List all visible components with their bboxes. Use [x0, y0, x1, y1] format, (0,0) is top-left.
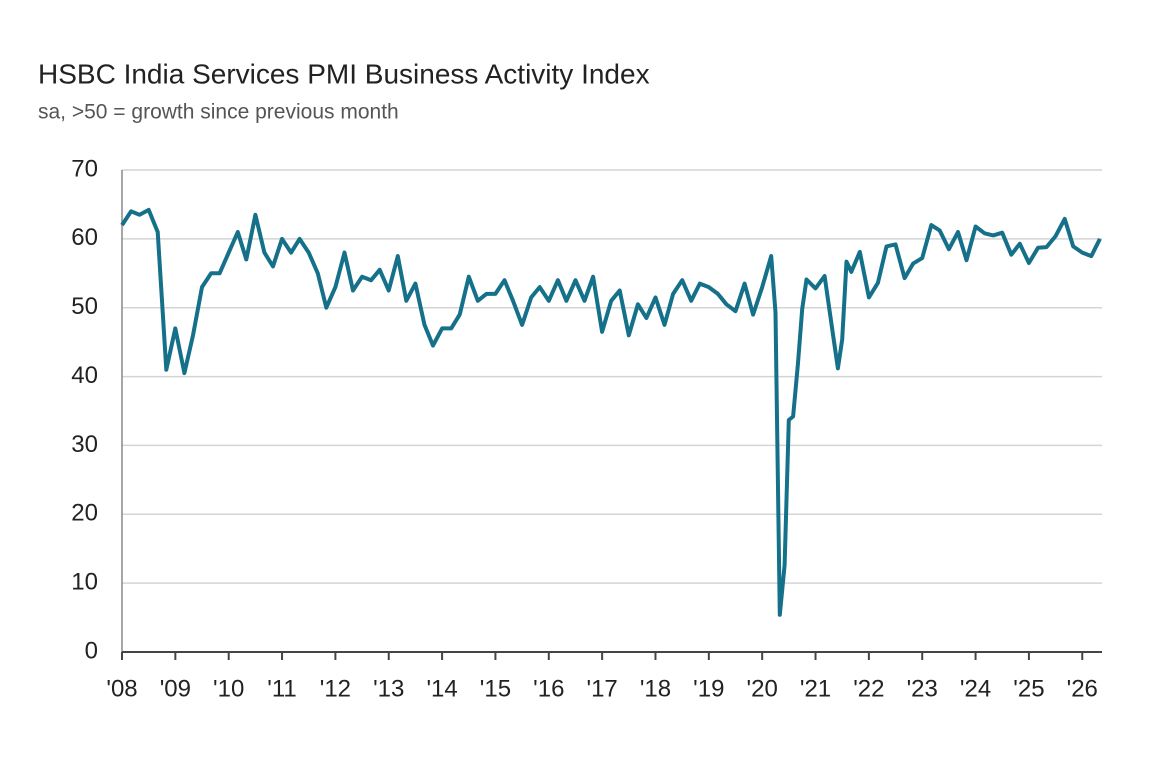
- y-tick-label: 10: [71, 568, 98, 595]
- x-tick-label: '08: [106, 675, 137, 702]
- x-tick-label: '12: [320, 675, 351, 702]
- x-tick-label: '10: [213, 675, 244, 702]
- x-tick-label: '15: [480, 675, 511, 702]
- x-tick-label: '22: [853, 675, 884, 702]
- x-tick-label: '16: [533, 675, 564, 702]
- x-tick-label: '20: [747, 675, 778, 702]
- x-tick-label: '09: [160, 675, 191, 702]
- x-tick-label: '11: [267, 675, 297, 702]
- y-tick-label: 30: [71, 431, 98, 458]
- x-tick-label: '13: [373, 675, 404, 702]
- y-tick-label: 60: [71, 224, 98, 251]
- y-tick-label: 50: [71, 293, 98, 320]
- y-tick-label: 0: [85, 637, 98, 664]
- x-tick-label: '14: [426, 675, 457, 702]
- x-tick-label: '26: [1067, 675, 1098, 702]
- y-tick-label: 20: [71, 500, 98, 527]
- x-tick-label: '25: [1013, 675, 1044, 702]
- x-tick-label: '23: [907, 675, 938, 702]
- chart-subtitle: sa, >50 = growth since previous month: [38, 101, 399, 124]
- y-tick-label: 70: [71, 155, 98, 182]
- x-tick-label: '21: [800, 675, 831, 702]
- x-tick-label: '18: [640, 675, 671, 702]
- chart-title: HSBC India Services PMI Business Activit…: [38, 58, 650, 89]
- x-tick-label: '19: [693, 675, 724, 702]
- x-tick-label: '24: [960, 675, 991, 702]
- y-tick-label: 40: [71, 362, 98, 389]
- x-tick-label: '17: [586, 675, 617, 702]
- data-line: [120, 207, 1102, 617]
